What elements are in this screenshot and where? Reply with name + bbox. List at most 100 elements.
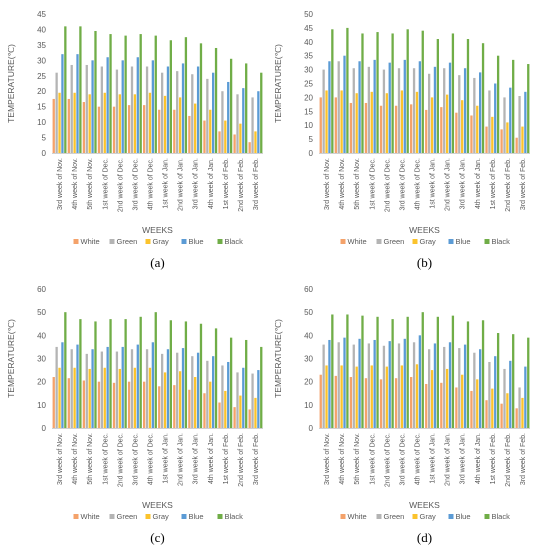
bar-green — [397, 68, 401, 153]
bar-black — [361, 315, 364, 428]
bar-white — [425, 383, 428, 428]
y-tick-label: 30 — [304, 355, 313, 364]
bar-black — [214, 47, 218, 154]
bar-blue — [181, 348, 185, 428]
bar-gray — [491, 116, 494, 153]
bar-black — [361, 33, 364, 153]
bar-blue — [61, 54, 64, 153]
bar-black — [245, 339, 248, 428]
x-category-label: 4th week of Nov. — [72, 158, 79, 210]
bar-green — [236, 372, 239, 428]
bar-gray — [491, 388, 494, 428]
bar-black — [496, 55, 500, 154]
bar-black — [512, 334, 515, 428]
bar-black — [169, 320, 172, 428]
bar-black — [421, 30, 424, 153]
x-category-label: 3rd week of Dec. — [399, 433, 406, 486]
bar-blue — [91, 349, 94, 428]
bar-gray — [209, 381, 212, 428]
bar-gray — [103, 367, 106, 428]
bar-blue — [373, 59, 376, 154]
bar-gray — [521, 126, 524, 153]
y-tick-label: 15 — [37, 103, 46, 112]
bar-green — [427, 349, 431, 428]
x-category-label: 3rd week of Nov. — [57, 433, 64, 485]
bar-green — [221, 91, 224, 153]
chart-panel-d: 0 10 20 30 40 50 60 3rd week of Nov. 4th week of… — [267, 275, 534, 550]
legend-swatch-blue — [181, 239, 187, 244]
x-category-label: 3rd week of Jan. — [460, 158, 467, 209]
bar-black — [109, 34, 112, 153]
x-category-label: 1st week of Jan. — [163, 158, 170, 209]
bar-black — [436, 39, 439, 153]
bar-green — [488, 361, 491, 428]
bar-white — [67, 378, 70, 428]
bar-green — [458, 75, 461, 153]
chart-svg-d: 0 10 20 30 40 50 60 3rd week of Nov. 4th week of… — [273, 285, 530, 545]
bar-white — [470, 390, 473, 428]
bar-black — [139, 316, 142, 428]
bar-green — [100, 66, 103, 153]
y-tick-label: 10 — [304, 401, 313, 410]
bar-gray — [445, 94, 449, 153]
bar-white — [248, 142, 251, 153]
y-axis-label: TEMPERATURE(℃) — [273, 44, 283, 123]
bar-black — [481, 320, 485, 428]
bar-black — [199, 43, 203, 154]
bar-blue — [328, 339, 331, 428]
bar-gray — [133, 367, 137, 428]
bar-black — [79, 319, 82, 428]
bar-blue — [388, 341, 391, 429]
x-category-label: 2nd week of Jan. — [178, 158, 185, 211]
bar-green — [518, 96, 521, 153]
bar-white — [143, 381, 146, 428]
bar-gray — [476, 379, 479, 428]
bar-black — [109, 319, 112, 428]
bar-gray — [118, 368, 121, 428]
x-category-label: 1st week of Feb. — [223, 158, 230, 209]
bar-blue — [61, 342, 64, 428]
panel-label: (b) — [417, 255, 432, 270]
bar-white — [364, 102, 368, 153]
bar-black — [331, 314, 334, 428]
bar-white — [410, 104, 413, 153]
bar-gray — [118, 94, 121, 153]
bar-black — [184, 321, 188, 428]
bar-blue — [121, 346, 124, 428]
x-category-label: 2nd week of Jan. — [445, 158, 452, 211]
legend-swatch-green — [109, 239, 115, 244]
bar-blue — [524, 366, 527, 428]
bar-white — [248, 409, 251, 428]
x-category-label: 3rd week of Jan. — [460, 433, 467, 484]
x-category-label: 2nd week of Feb. — [505, 158, 512, 212]
legend-swatch-blue — [448, 239, 454, 244]
legend-label-white: White — [348, 237, 367, 246]
bar-black — [214, 328, 218, 428]
y-tick-label: 45 — [37, 10, 46, 19]
y-tick-label: 30 — [37, 355, 46, 364]
bar-black — [260, 346, 263, 428]
bar-gray — [385, 366, 388, 428]
bar-black — [94, 321, 97, 428]
y-tick-label: 10 — [37, 118, 46, 127]
legend-label-green: Green — [384, 512, 405, 521]
bar-gray — [461, 100, 464, 153]
x-category-label: 1st week of Dec. — [369, 433, 376, 485]
bar-gray — [445, 368, 449, 428]
bar-gray — [430, 97, 434, 153]
y-tick-label: 20 — [304, 93, 313, 102]
bar-blue — [242, 367, 245, 428]
bar-blue — [227, 361, 230, 428]
x-category-label: 5th week of Nov. — [87, 433, 94, 485]
bar-white — [394, 105, 398, 153]
x-category-label: 4th week of Dec. — [147, 158, 154, 210]
bar-green — [221, 365, 224, 428]
bar-green — [70, 349, 73, 428]
bar-white — [410, 377, 413, 428]
bar-gray — [239, 395, 242, 428]
bar-black — [245, 63, 248, 153]
bar-gray — [325, 90, 328, 153]
bar-black — [169, 40, 172, 154]
y-tick-label: 5 — [42, 134, 47, 143]
bar-black — [346, 27, 349, 153]
